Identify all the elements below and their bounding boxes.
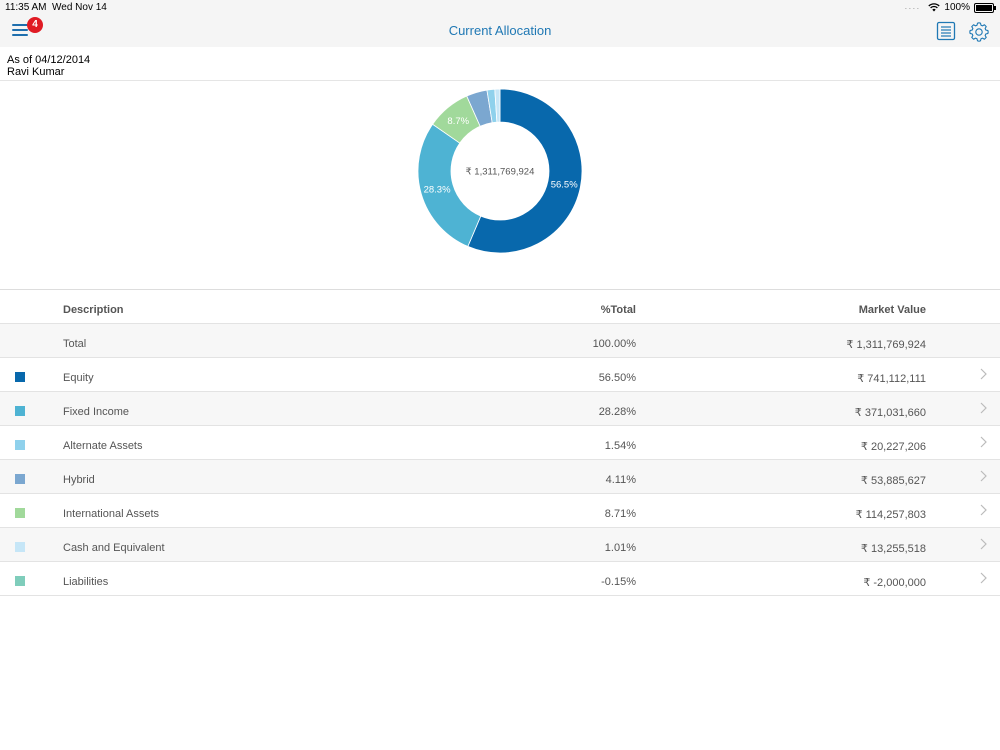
chevron-right-icon[interactable] <box>980 504 988 516</box>
row-description: Equity <box>63 372 94 384</box>
table-row[interactable]: Equity 56.50% ₹ 741,112,111 <box>0 358 1000 392</box>
color-swatch <box>15 372 25 382</box>
nav-bar: 4 Current Allocation <box>0 15 1000 47</box>
total-description: Total <box>63 338 87 350</box>
row-pct-total: 1.01% <box>604 542 636 554</box>
row-market-value: ₹ 53,885,627 <box>860 475 926 487</box>
notification-badge: 4 <box>27 17 43 33</box>
document-list-icon[interactable] <box>936 21 956 41</box>
divider <box>0 80 1000 81</box>
as-of-date: As of 04/12/2014 <box>7 54 91 66</box>
donut-slice-label: 28.3% <box>424 185 451 196</box>
status-time: 11:35 AM <box>5 2 47 13</box>
chevron-right-icon[interactable] <box>980 436 988 448</box>
table-row[interactable]: Hybrid 4.11% ₹ 53,885,627 <box>0 460 1000 494</box>
total-market-value: ₹ 1,311,769,924 <box>846 339 926 351</box>
gear-icon[interactable] <box>968 21 990 43</box>
total-pct: 100.00% <box>592 338 636 350</box>
hamburger-menu-icon[interactable] <box>12 24 28 37</box>
client-name: Ravi Kumar <box>7 66 65 78</box>
row-description: Alternate Assets <box>63 440 143 452</box>
table-header: Description %Total Market Value <box>0 290 1000 324</box>
row-description: Cash and Equivalent <box>63 542 165 554</box>
color-swatch <box>15 576 25 586</box>
row-market-value: ₹ 114,257,803 <box>855 509 926 521</box>
account-info: As of 04/12/2014 Ravi Kumar <box>7 54 90 78</box>
chevron-right-icon[interactable] <box>980 470 988 482</box>
allocation-donut-chart: 56.5% 28.3% 8.7% ₹ 1,311,769,924 <box>417 88 583 254</box>
row-market-value: ₹ -2,000,000 <box>863 577 926 589</box>
donut-slice-label: 56.5% <box>551 180 578 191</box>
allocation-table: Description %Total Market Value Total 10… <box>0 289 1000 596</box>
row-description: Hybrid <box>63 474 95 486</box>
status-bar: 11:35 AM Wed Nov 14 ···· 100% <box>0 0 1000 15</box>
chevron-right-icon[interactable] <box>980 402 988 414</box>
row-market-value: ₹ 741,112,111 <box>857 373 926 385</box>
donut-slice <box>494 88 501 123</box>
table-row[interactable]: Cash and Equivalent 1.01% ₹ 13,255,518 <box>0 528 1000 562</box>
battery-percent: 100% <box>944 2 970 13</box>
row-pct-total: 1.54% <box>604 440 636 452</box>
row-pct-total: -0.15% <box>601 576 636 588</box>
table-row[interactable]: Liabilities -0.15% ₹ -2,000,000 <box>0 562 1000 596</box>
wifi-icon <box>928 3 941 12</box>
row-description: International Assets <box>63 508 160 520</box>
color-swatch <box>15 508 25 518</box>
row-description: Fixed Income <box>63 406 130 418</box>
donut-slice <box>417 123 482 247</box>
donut-center-total: ₹ 1,311,769,924 <box>466 167 535 178</box>
row-pct-total: 56.50% <box>598 372 636 384</box>
total-row: Total 100.00% ₹ 1,311,769,924 <box>0 324 1000 358</box>
chevron-right-icon[interactable] <box>980 572 988 584</box>
color-swatch <box>15 440 25 450</box>
row-description: Liabilities <box>63 576 109 588</box>
row-market-value: ₹ 20,227,206 <box>860 441 926 453</box>
color-swatch <box>15 542 25 552</box>
row-pct-total: 8.71% <box>604 508 636 520</box>
row-pct-total: 28.28% <box>598 406 636 418</box>
status-date: Wed Nov 14 <box>52 2 107 13</box>
signal-icon: ···· <box>904 2 921 13</box>
row-market-value: ₹ 13,255,518 <box>860 543 926 555</box>
header-market-value: Market Value <box>858 304 926 316</box>
row-market-value: ₹ 371,031,660 <box>854 407 926 419</box>
table-row[interactable]: Fixed Income 28.28% ₹ 371,031,660 <box>0 392 1000 426</box>
donut-slice-label: 8.7% <box>447 116 469 127</box>
status-right: ···· 100% <box>904 2 996 13</box>
header-pct-total: %Total <box>600 304 636 316</box>
color-swatch <box>15 406 25 416</box>
donut-slice <box>467 88 583 254</box>
table-row[interactable]: International Assets 8.71% ₹ 114,257,803 <box>0 494 1000 528</box>
color-swatch <box>15 474 25 484</box>
row-pct-total: 4.11% <box>605 474 636 486</box>
chevron-right-icon[interactable] <box>980 538 988 550</box>
table-row[interactable]: Alternate Assets 1.54% ₹ 20,227,206 <box>0 426 1000 460</box>
header-description: Description <box>63 304 124 316</box>
page-title: Current Allocation <box>448 23 552 38</box>
chevron-right-icon[interactable] <box>980 368 988 380</box>
battery-icon <box>974 2 996 13</box>
